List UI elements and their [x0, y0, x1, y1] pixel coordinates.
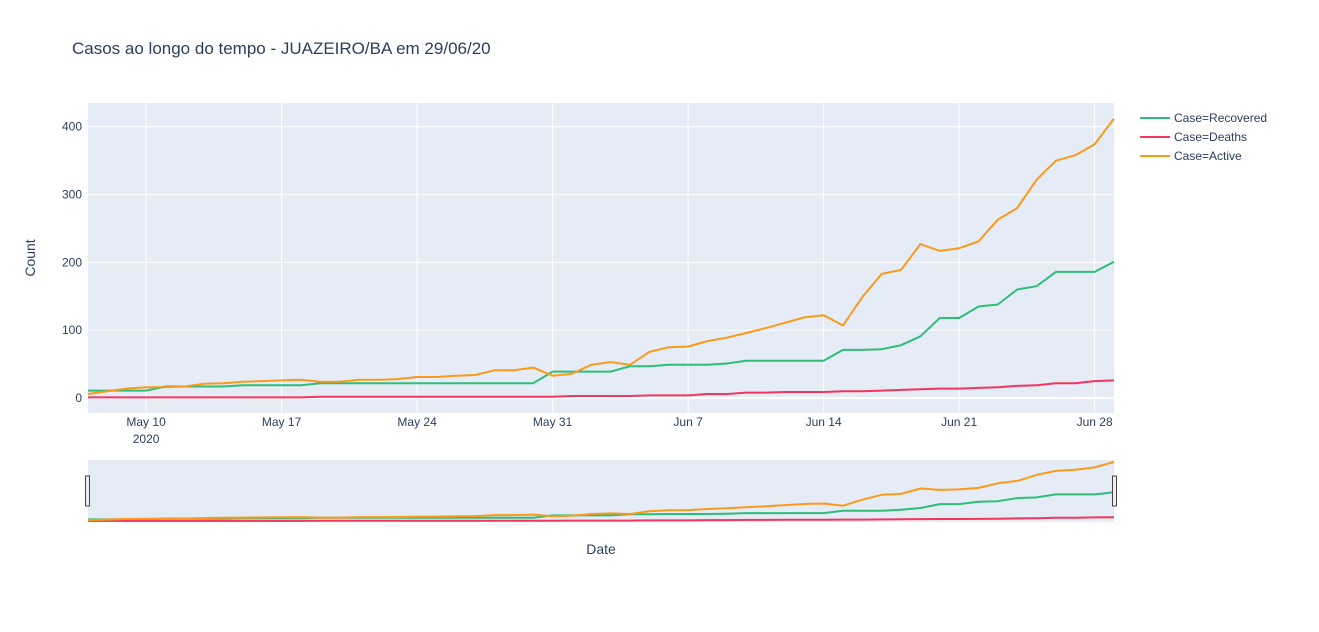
- x-tick-label: May 10: [126, 415, 166, 429]
- y-tick-labels: 0 100 200 300 400: [62, 120, 82, 405]
- x-axis-title: Date: [586, 541, 616, 557]
- series-line-recovered[interactable]: [88, 260, 1115, 392]
- y-tick-label: 200: [62, 255, 82, 269]
- chart-title: Casos ao longo do tempo - JUAZEIRO/BA em…: [72, 39, 491, 58]
- legend-label: Case=Recovered: [1174, 111, 1267, 125]
- slider-line-active: [87, 461, 1115, 522]
- series-layer[interactable]: [87, 117, 1115, 399]
- y-tick-label: 0: [75, 391, 82, 405]
- legend-item-active[interactable]: Case=Active: [1140, 149, 1242, 163]
- x-tick-label: May 17: [262, 415, 302, 429]
- y-tick-label: 100: [62, 323, 82, 337]
- legend-label: Case=Active: [1174, 149, 1242, 163]
- series-line-active[interactable]: [87, 117, 1115, 395]
- x-tick-label: Jun 14: [806, 415, 842, 429]
- grid-layer: [88, 103, 1114, 413]
- x-tick-label: Jun 7: [673, 415, 703, 429]
- legend-label: Case=Deaths: [1174, 130, 1247, 144]
- range-slider-right-handle[interactable]: [1112, 475, 1117, 507]
- range-slider-left-handle[interactable]: [85, 475, 90, 507]
- y-axis-title: Count: [22, 239, 38, 276]
- series-line-deaths[interactable]: [88, 379, 1115, 399]
- range-slider[interactable]: [88, 460, 1114, 522]
- range-slider-series: [87, 461, 1115, 522]
- plot-area: [88, 103, 1114, 413]
- slider-line-deaths: [88, 516, 1115, 522]
- x-tick-labels: May 10 2020 May 17 May 24 May 31 Jun 7 Jun 14 J…: [126, 415, 1113, 446]
- x-tick-label: Jun 21: [941, 415, 977, 429]
- x-tick-label: Jun 28: [1077, 415, 1113, 429]
- legend-item-recovered[interactable]: Case=Recovered: [1140, 111, 1267, 125]
- y-tick-label: 300: [62, 188, 82, 202]
- x-tick-year-label: 2020: [133, 432, 160, 446]
- legend-item-deaths[interactable]: Case=Deaths: [1140, 130, 1247, 144]
- y-tick-label: 400: [62, 120, 82, 134]
- x-tick-label: May 31: [533, 415, 573, 429]
- legend[interactable]: Case=Recovered Case=Deaths Case=Active: [1140, 111, 1267, 163]
- x-tick-label: May 24: [397, 415, 437, 429]
